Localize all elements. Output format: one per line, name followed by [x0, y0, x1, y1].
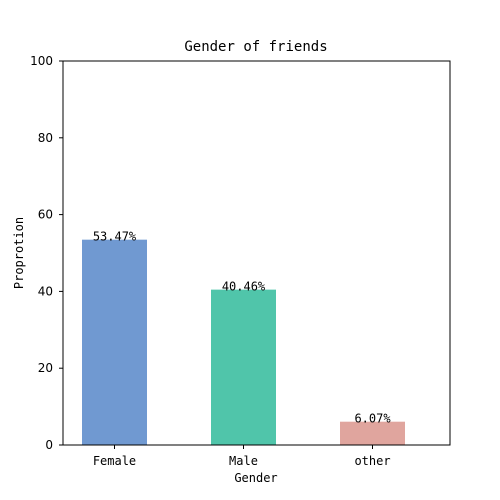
x-axis: Female Male other: [93, 445, 391, 468]
y-tick-label: 40: [38, 284, 53, 298]
y-tick-label: 100: [30, 54, 53, 68]
plot-frame: [62, 60, 451, 446]
data-label-male: 40.46%: [222, 280, 266, 294]
y-axis-label: Proprotion: [12, 217, 26, 289]
y-tick-label: 0: [45, 438, 53, 452]
x-tick-label-female: Female: [93, 454, 136, 468]
y-tick-label: 20: [38, 361, 53, 375]
chart-title: Gender of friends: [184, 39, 327, 55]
y-tick-label: 80: [38, 131, 53, 145]
bar-female: [82, 239, 147, 445]
data-label-other: 6.07%: [354, 412, 391, 426]
bar-other: [340, 421, 405, 445]
bars-layer: [82, 239, 405, 445]
data-label-female: 53.47%: [93, 230, 137, 244]
x-axis-label: Gender: [234, 471, 277, 485]
y-axis: 0 20 40 60 80 100: [30, 54, 63, 452]
data-labels-layer: 53.47% 40.46% 6.07%: [93, 230, 392, 426]
x-tick-label-other: other: [354, 454, 390, 468]
y-tick-label: 60: [38, 208, 53, 222]
x-tick-label-male: Male: [229, 454, 258, 468]
bar-male: [211, 289, 276, 445]
